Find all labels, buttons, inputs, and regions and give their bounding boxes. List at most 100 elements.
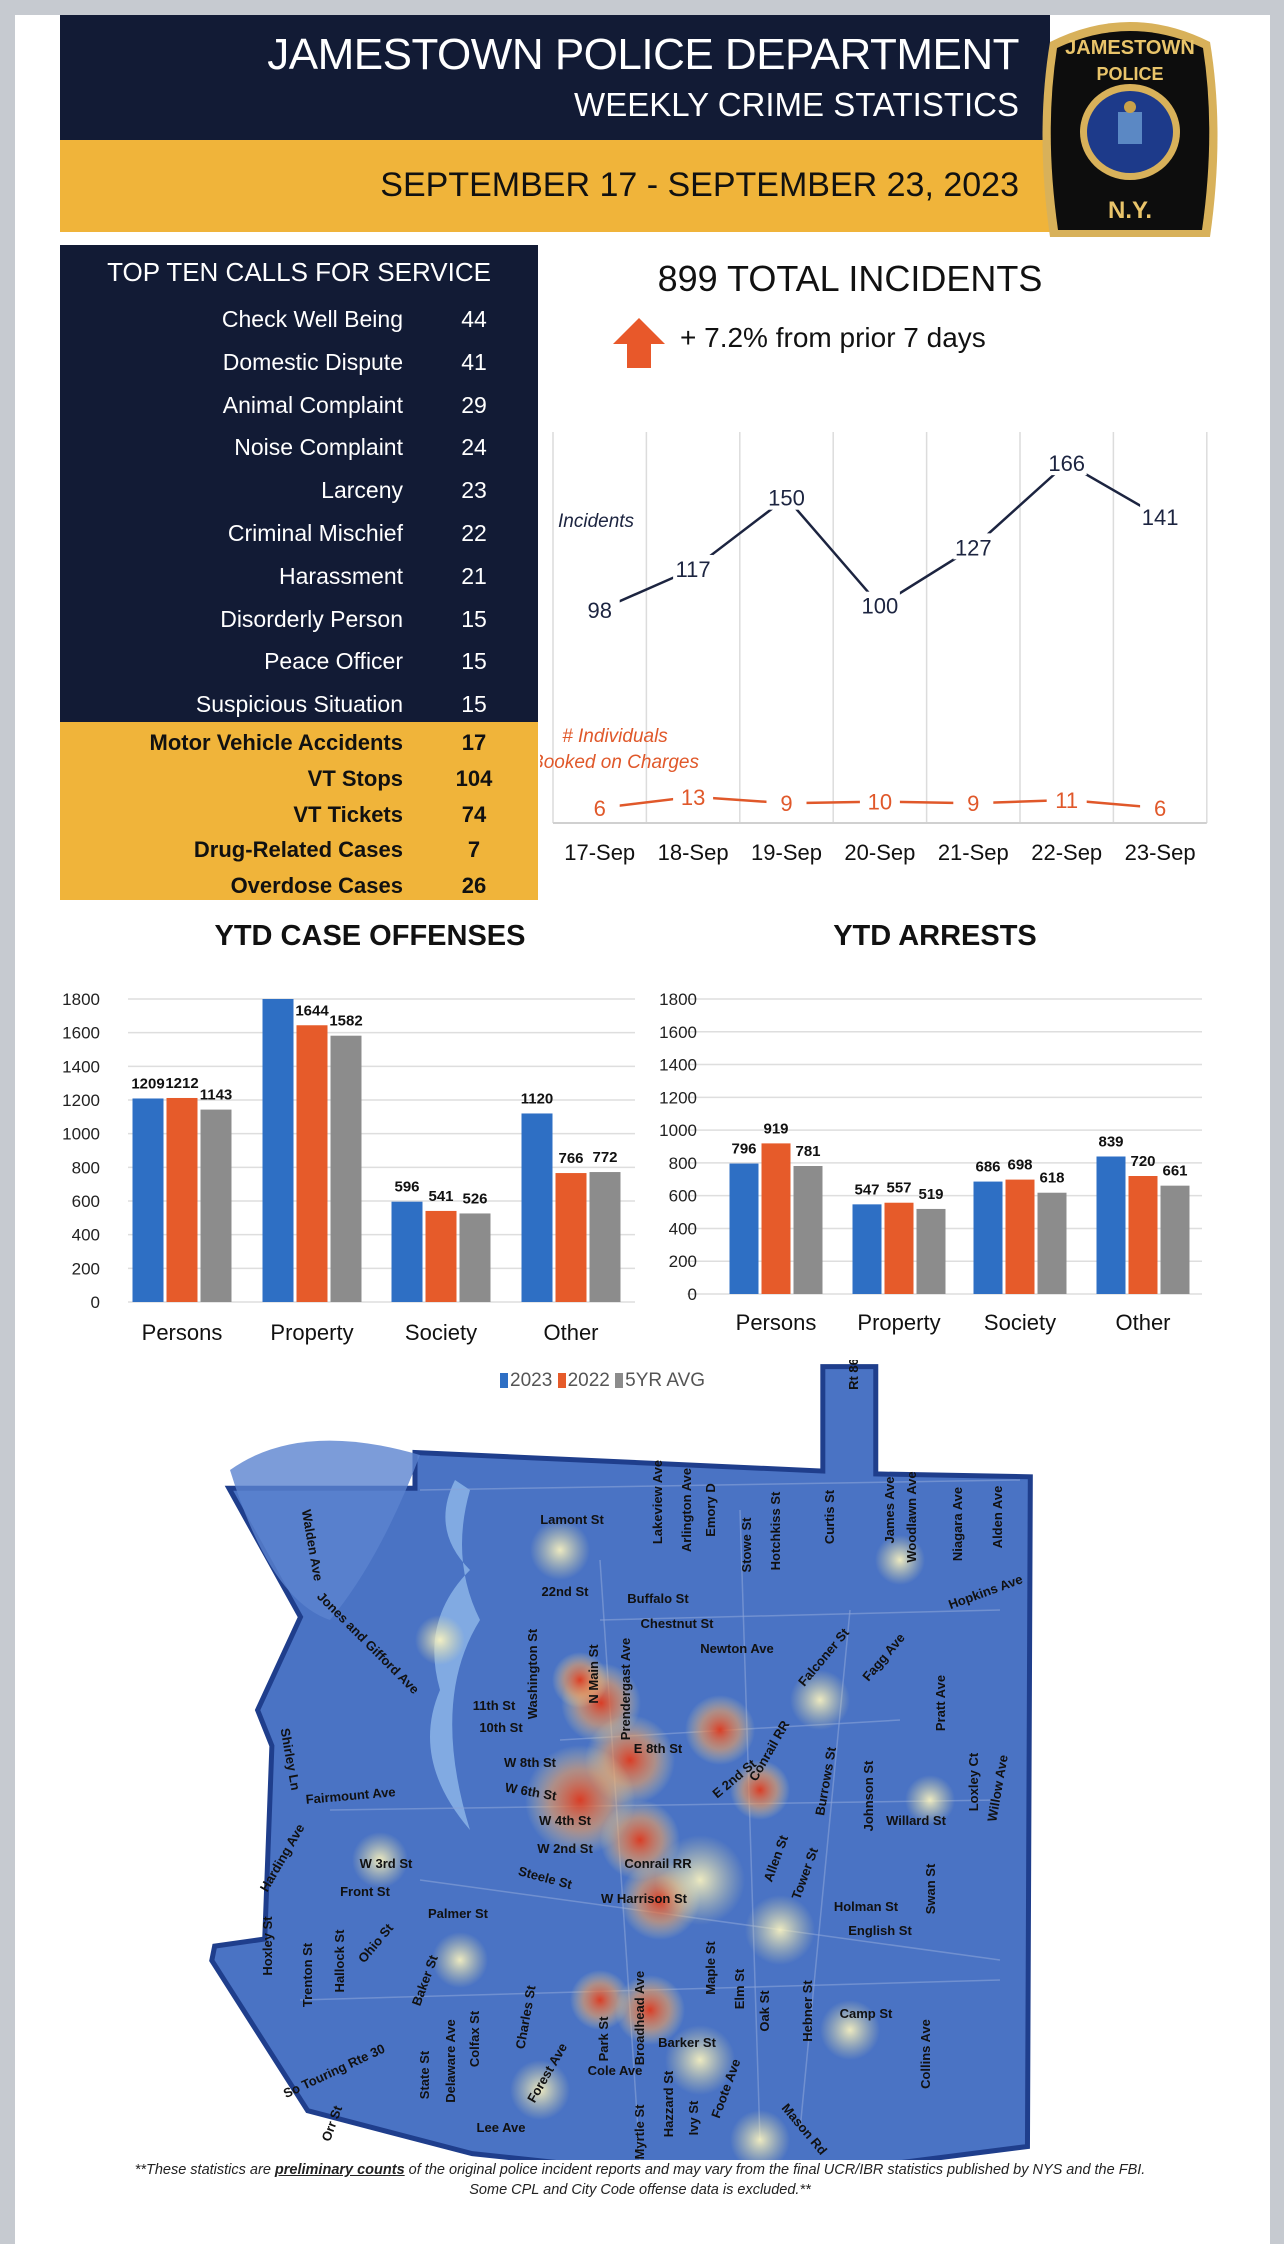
category-label: Persons [736, 1310, 817, 1335]
heat-spot [615, 1975, 685, 2045]
y-tick-label: 0 [688, 1285, 697, 1304]
street-label: Myrtle St [632, 2104, 647, 2160]
heat-spot [790, 1670, 850, 1730]
bar-data-label: 526 [462, 1190, 487, 1207]
bar-data-label: 1644 [295, 1002, 329, 1019]
call-type: Noise Complaint [234, 434, 403, 461]
street-line [419, 1479, 1021, 1491]
booked-label-bg [579, 794, 620, 820]
heat-spot [530, 1520, 590, 1580]
heat-spot [352, 1832, 408, 1888]
bar-5yr-avg [589, 1172, 621, 1302]
date-banner [60, 140, 1050, 232]
bar-data-label: 1582 [329, 1013, 362, 1030]
category-label: Property [270, 1320, 353, 1345]
bar-2023 [852, 1204, 882, 1294]
street-label: Elm St [732, 1968, 747, 2009]
booked-data-label: 11 [1055, 788, 1078, 813]
stat-value: 104 [455, 765, 493, 791]
street-label: Camp St [840, 2006, 893, 2021]
call-row: Animal Complaint 29 [60, 388, 538, 424]
street-label: W 3rd St [360, 1856, 413, 1871]
bar-data-label: 547 [854, 1181, 879, 1198]
bar-data-label: 1212 [165, 1075, 198, 1092]
y-tick-label: 1000 [62, 1125, 100, 1144]
call-row: Disorderly Person 15 [60, 602, 538, 638]
call-row: Larceny 23 [60, 473, 538, 509]
y-tick-label: 0 [91, 1293, 100, 1312]
booked-label-bg [766, 789, 807, 816]
x-tick-label: 21-Sep [938, 840, 1009, 865]
x-tick-label: 23-Sep [1125, 840, 1196, 865]
category-label: Other [543, 1320, 598, 1345]
x-tick-label: 19-Sep [751, 840, 822, 865]
call-type: Check Well Being [221, 306, 403, 332]
street-label: Swan St [923, 1863, 938, 1914]
heat-spot [552, 1652, 608, 1708]
x-tick-label: 17-Sep [564, 840, 635, 865]
ytd-arrests-chart: 0 200 400 600 800 1000 1200 1400 1600 1800 796 919 7… [659, 990, 1202, 1335]
street-label: Willard St [886, 1813, 947, 1828]
street-label: Barker St [658, 2035, 716, 2050]
heat-spot [510, 2060, 570, 2120]
stat-row: Overdose Cases 26 [60, 869, 538, 905]
y-tick-label: 800 [669, 1154, 697, 1173]
incidents-label-bg [579, 596, 620, 622]
badge-bottom-text: N.Y. [1108, 197, 1152, 224]
top-ten-calls-panel: TOP TEN CALLS FOR SERVICE Check Well Bei… [60, 245, 538, 722]
heat-spot [820, 2000, 880, 2060]
call-count: 41 [461, 348, 487, 375]
stat-label: Motor Vehicle Accidents [149, 730, 403, 755]
street-label: Hallock St [332, 1929, 347, 1993]
street-label: Woodlawn Ave [904, 1471, 919, 1562]
call-type: Suspicious Situation [195, 691, 403, 718]
call-count: 44 [461, 306, 487, 332]
bar-5yr-avg [200, 1109, 232, 1302]
x-tick-label: 22-Sep [1031, 840, 1102, 865]
y-tick-label: 1800 [659, 990, 697, 1009]
bar-2023 [973, 1181, 1003, 1294]
street-label: Cole Ave [588, 2063, 643, 2078]
legend-5yr-avg: 5YR AVG [615, 1370, 705, 1391]
call-row: Criminal Mischief 22 [60, 516, 538, 552]
bar-data-label: 919 [763, 1120, 788, 1137]
street-label: Chestnut St [641, 1616, 715, 1631]
call-count: 15 [461, 691, 487, 718]
street-label: State St [417, 2050, 432, 2099]
booked-data-label: 9 [967, 791, 979, 816]
street-label: W 8th St [504, 1755, 557, 1770]
incidents-data-label: 98 [587, 598, 611, 623]
call-row: Noise Complaint 24 [60, 430, 538, 466]
up-arrow-icon [613, 318, 665, 368]
street-label: Lee Ave [477, 2120, 526, 2135]
stat-row: Motor Vehicle Accidents 17 [60, 726, 538, 762]
badge-top-text: JAMESTOWN [1065, 37, 1195, 59]
call-type: Criminal Mischief [227, 520, 403, 546]
bar-data-label: 1209 [131, 1075, 164, 1092]
call-count: 29 [461, 391, 487, 418]
call-row: Domestic Dispute 41 [60, 345, 538, 381]
category-label: Society [405, 1320, 477, 1345]
category-label: Property [857, 1310, 940, 1335]
street-label: 10th St [479, 1720, 523, 1735]
daily-incidents-line-chart: 98 117 150 100 127 166 141 6 13 9 10 9 11 6 Incidents #… [540, 432, 1208, 865]
total-incidents: 899 TOTAL INCIDENTS [657, 258, 1043, 299]
street-label: Prendergast Ave [618, 1638, 633, 1740]
incidents-label-bg [859, 591, 900, 618]
y-tick-label: 1600 [659, 1023, 697, 1042]
y-tick-label: 200 [72, 1259, 100, 1278]
heat-spot [415, 1615, 465, 1665]
heat-spot [432, 1932, 488, 1988]
incidents-data-label: 141 [1142, 505, 1179, 530]
heat-spot [685, 1695, 755, 1765]
incidents-label-bg [673, 554, 714, 581]
street-label: Hoxley St [260, 1916, 275, 1976]
incidents-data-label: 117 [676, 557, 711, 582]
street-label: Trenton St [300, 1942, 315, 2007]
category-label: Persons [142, 1320, 223, 1345]
stat-row: VT Tickets 74 [60, 798, 538, 834]
y-tick-label: 400 [669, 1219, 697, 1238]
booked-label-bg [953, 789, 994, 816]
header-banner [60, 15, 1050, 140]
street-label: W 4th St [539, 1813, 592, 1828]
